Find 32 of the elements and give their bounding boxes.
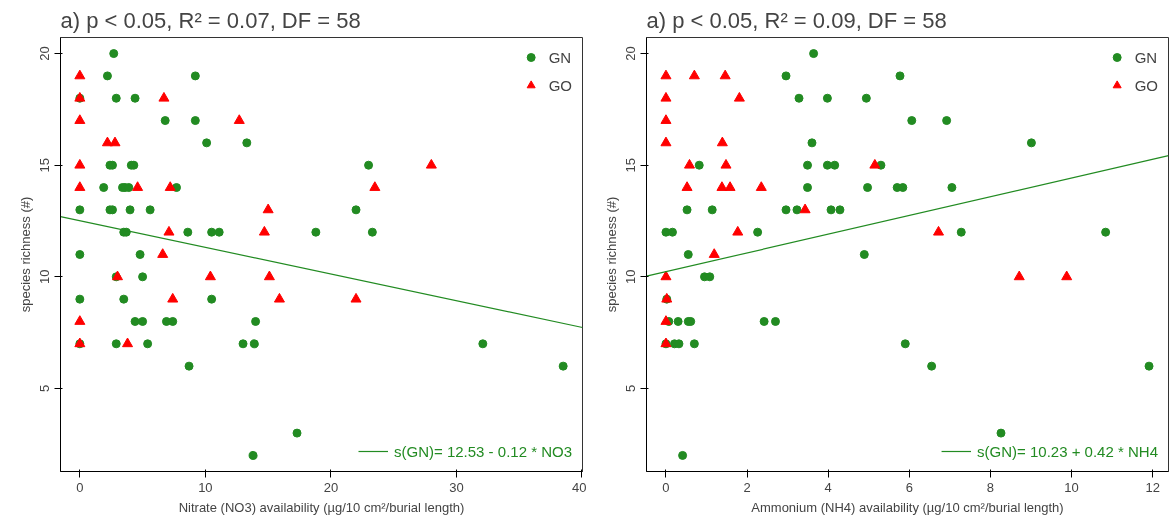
legend-label: s(GN)= 10.23 + 0.42 * NH4	[977, 442, 1158, 460]
x-axis-title: Ammonium (NH4) availability (µg/10 cm²/burial length)	[751, 499, 1064, 515]
legend-label: GO	[1134, 76, 1158, 94]
legend-label: s(GN)= 12.53 - 0.12 * NO3	[394, 442, 572, 460]
x-tick-label: 2	[743, 479, 751, 495]
x-tick-label: 40	[572, 479, 587, 495]
y-tick-label: 10	[623, 269, 639, 285]
x-tick-label: 0	[662, 479, 670, 495]
chart-title: a) p < 0.05, R² = 0.07, DF = 58	[60, 7, 361, 33]
x-tick-label: 30	[449, 479, 464, 495]
y-tick-label: 15	[623, 157, 639, 173]
y-tick-label: 5	[623, 384, 639, 393]
y-tick-label: 10	[37, 269, 53, 285]
x-axis-title: Nitrate (NO3) availability (µg/10 cm²/burial length)	[178, 499, 465, 515]
y-tick-label: 15	[37, 157, 53, 173]
x-tick-label: 4	[824, 479, 832, 495]
x-tick-label: 8	[986, 479, 995, 495]
legend-label: GN	[548, 48, 572, 66]
x-tick-label: 0	[76, 479, 84, 495]
x-tick-label: 6	[905, 479, 913, 495]
x-tick-label: 20	[323, 479, 339, 495]
chart-title: a) p < 0.05, R² = 0.09, DF = 58	[646, 7, 947, 33]
y-tick-label: 20	[37, 46, 53, 61]
y-axis-title: species richness (#)	[17, 196, 33, 313]
legend-label: GO	[548, 76, 572, 94]
y-tick-label: 5	[37, 384, 53, 393]
y-axis-title: species richness (#)	[603, 196, 619, 313]
y-tick-label: 20	[623, 46, 639, 61]
x-tick-label: 10	[198, 479, 213, 495]
x-tick-label: 12	[1145, 479, 1160, 495]
legend-label: GN	[1134, 48, 1158, 66]
x-tick-label: 10	[1064, 479, 1079, 495]
